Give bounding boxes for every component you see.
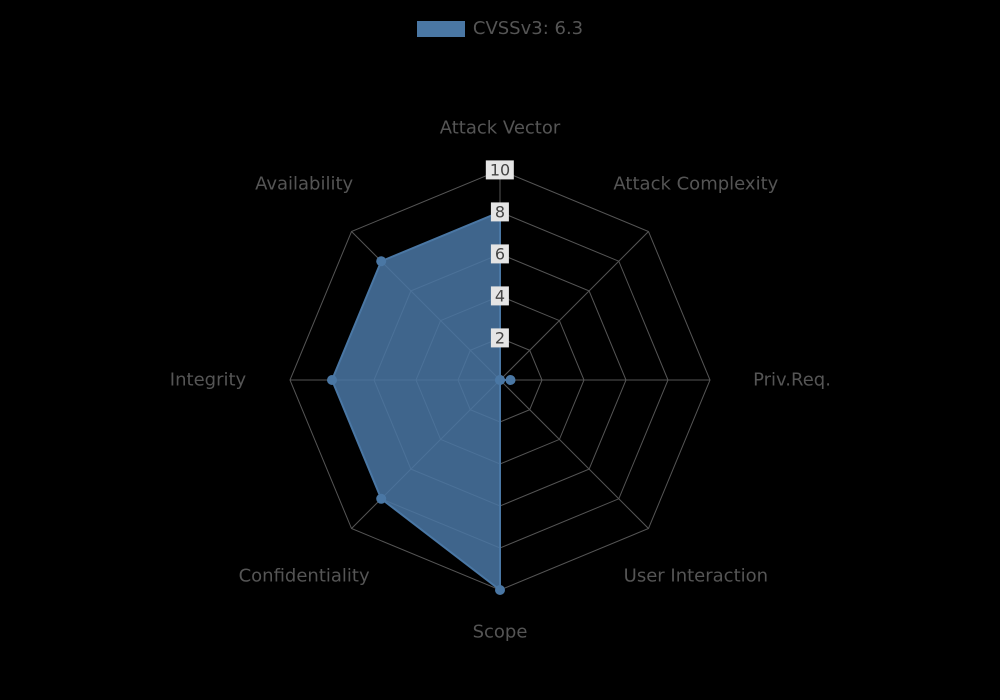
data-polygon xyxy=(332,212,511,590)
data-point xyxy=(495,585,505,595)
data-point xyxy=(495,375,505,385)
data-point xyxy=(506,375,516,385)
axis-label: Attack Vector xyxy=(440,118,561,139)
axis-label: Scope xyxy=(473,622,528,643)
tick-label: 10 xyxy=(486,160,514,179)
axis-label: Attack Complexity xyxy=(613,174,778,195)
data-point xyxy=(376,494,386,504)
data-point xyxy=(327,375,337,385)
axis-label: User Interaction xyxy=(624,565,768,586)
tick-label: 8 xyxy=(491,202,509,221)
radar-svg xyxy=(0,0,1000,700)
axis-label: Availability xyxy=(255,174,353,195)
axis-label: Integrity xyxy=(170,370,246,391)
axis-label: Confidentiality xyxy=(239,565,370,586)
axis-label: Priv.Req. xyxy=(753,370,831,391)
tick-label: 4 xyxy=(491,286,509,305)
tick-label: 2 xyxy=(491,328,509,347)
data-point xyxy=(376,256,386,266)
tick-label: 6 xyxy=(491,244,509,263)
radar-chart: CVSSv3: 6.3 Attack VectorAttack Complexi… xyxy=(0,0,1000,700)
